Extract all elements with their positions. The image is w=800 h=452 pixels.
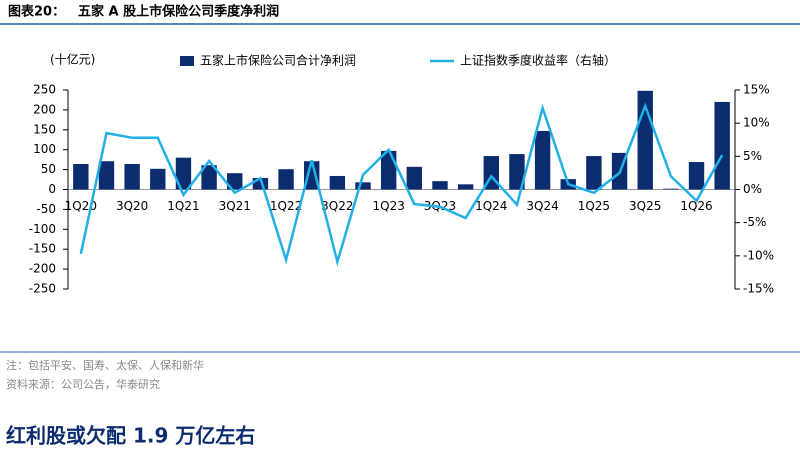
bar: [150, 168, 166, 190]
legend-label: 五家上市保险公司合计净利润: [200, 53, 356, 68]
y2-tick-label: -10%: [743, 248, 774, 262]
y-tick-label: 250: [33, 83, 56, 97]
y-tick-label: -150: [29, 242, 56, 256]
bar: [534, 130, 551, 190]
x-tick-label: 3Q21: [219, 199, 251, 213]
figure-label: 图表20：: [8, 4, 65, 20]
bar: [586, 156, 602, 190]
y-tick-label: 200: [33, 102, 56, 116]
bar: [227, 173, 243, 190]
bar: [278, 169, 294, 190]
bar: [124, 164, 140, 190]
y-axis-label: (十亿元): [50, 52, 95, 67]
y-tick-label: 150: [33, 122, 56, 136]
bar: [663, 188, 679, 190]
legend-swatch: [180, 56, 194, 66]
bar: [304, 161, 320, 190]
bar: [175, 157, 192, 190]
x-tick-label: 3Q20: [116, 199, 148, 213]
bar: [98, 161, 115, 190]
bar: [406, 166, 423, 190]
x-tick-label: 1Q26: [680, 199, 712, 213]
x-tick-label: 1Q24: [475, 199, 507, 213]
bar: [252, 177, 269, 190]
x-tick-label: 1Q23: [372, 199, 404, 213]
y-tick-label: -50: [36, 202, 56, 216]
y-tick-label: -250: [29, 282, 56, 296]
x-tick-label: 3Q25: [629, 199, 661, 213]
bar: [457, 184, 474, 190]
y-tick-label: 0: [48, 182, 56, 196]
x-tick-label: 3Q22: [321, 199, 353, 213]
bar: [688, 162, 705, 190]
figure-title: 五家 A 股上市保险公司季度净利润: [78, 4, 279, 20]
y2-tick-label: -15%: [743, 282, 774, 296]
y-tick-label: -100: [29, 222, 56, 236]
bar: [432, 181, 448, 190]
x-tick-label: 1Q22: [270, 199, 302, 213]
y-tick-label: 100: [33, 142, 56, 156]
x-tick-label: 1Q20: [65, 199, 97, 213]
y-tick-label: -200: [29, 262, 56, 276]
line: [79, 102, 724, 267]
bar: [714, 101, 730, 190]
y-tick-label: 50: [41, 162, 56, 176]
note: 注：包括平安、国寿、太保、人保和新华: [6, 358, 204, 372]
bar: [201, 165, 217, 190]
y2-tick-label: 15%: [743, 83, 770, 97]
section-heading: 红利股或欠配 1.9 万亿左右: [6, 424, 255, 448]
bar: [329, 175, 346, 190]
bar: [73, 164, 89, 190]
y2-tick-label: 10%: [743, 116, 770, 130]
source: 资料来源：公司公告，华泰研究: [6, 377, 160, 391]
bar: [509, 154, 525, 190]
x-tick-label: 3Q24: [526, 199, 558, 213]
y2-tick-label: -5%: [743, 215, 766, 229]
legend-label: 上证指数季度收益率（右轴）: [460, 53, 616, 68]
x-tick-label: 1Q21: [167, 199, 199, 213]
x-tick-label: 1Q25: [578, 199, 610, 213]
y2-tick-label: 5%: [743, 149, 762, 163]
bar: [355, 182, 371, 190]
y2-tick-label: 0%: [743, 182, 762, 196]
